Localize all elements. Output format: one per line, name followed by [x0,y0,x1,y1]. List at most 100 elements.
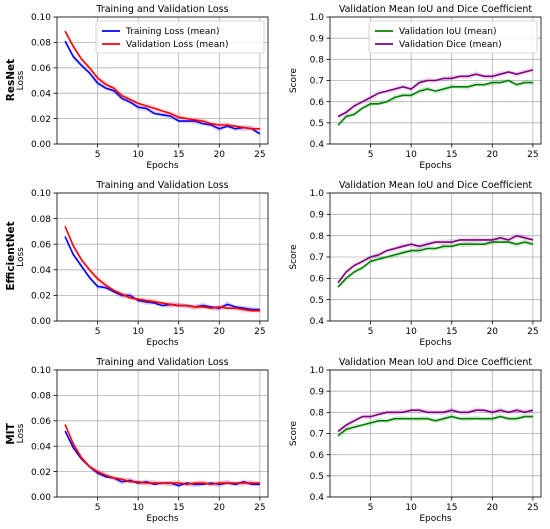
y-tick-label: 0.00 [31,493,51,503]
series-line-training-loss [64,430,260,487]
x-tick-label: 5 [368,327,374,337]
series-std-band [65,429,260,488]
chart-panel: 5 10 15 20 25 0.4 0.5 0.6 0.7 0.8 0.9 1.0 Validation… [289,180,542,348]
y-tick-label: 0.02 [31,468,51,478]
chart-title: Validation Mean IoU and Dice Coefficient [339,357,533,368]
x-tick-label: 25 [527,503,538,513]
x-tick-label: 5 [95,327,101,337]
series-std-band [65,423,260,487]
y-tick-label: 0.10 [31,13,51,23]
y-tick-label: 0.02 [31,292,51,302]
series-std-band [65,224,260,314]
axes-frame [56,16,269,145]
x-tick-label: 20 [487,150,499,160]
y-tick-label: 0.06 [31,64,51,74]
y-tick-label: 0.02 [31,115,51,125]
legend-box [368,20,538,54]
x-tick-label: 5 [95,503,101,513]
legend-entry-label: Validation Dice (mean) [399,40,502,50]
series-std-band [65,235,260,312]
chart-title: Training and Validation Loss [95,180,228,191]
axes-frame [56,369,269,498]
x-tick-label: 10 [405,327,417,337]
y-tick-label: 0.6 [310,451,325,461]
x-axis-label: Epochs [419,161,452,171]
series-line-training-loss [64,40,261,135]
x-tick-label: 5 [368,503,374,513]
y-tick-label: 0.8 [310,232,325,242]
x-tick-label: 25 [527,327,538,337]
chart-panel: 5 10 15 20 25 0.4 0.5 0.6 0.7 0.8 0.9 1.0 Validation… [289,357,542,524]
axes-frame [56,192,269,322]
row-label-resnet: ResNet [5,59,17,101]
y-tick-label: 0.6 [310,275,325,285]
y-tick-label: 0.6 [310,98,325,108]
series-std-band [338,233,533,285]
x-tick-label: 15 [173,327,184,337]
y-tick-label: 1.0 [310,189,325,199]
chart-title: Training and Validation Loss [95,357,228,368]
y-tick-label: 0.08 [31,215,51,225]
series-std-band [65,39,260,137]
x-tick-label: 25 [254,150,265,160]
series-line-validation-dice [337,409,534,433]
y-tick-label: 0.5 [310,472,324,482]
series-line-validation-iou [337,241,534,288]
y-tick-label: 0.00 [31,317,51,327]
x-tick-label: 20 [487,503,499,513]
y-axis-label: Score [289,244,299,270]
y-tick-label: 0.7 [310,253,324,263]
x-tick-label: 15 [446,327,457,337]
chart-title: Validation Mean IoU and Dice Coefficient [339,180,533,191]
y-tick-label: 0.8 [310,56,325,66]
series-std-band [338,79,533,128]
x-tick-label: 20 [214,150,226,160]
chart-title: Training and Validation Loss [95,4,228,15]
y-tick-label: 0.10 [31,189,51,199]
y-tick-label: 0.7 [310,430,324,440]
series-line-validation-dice [337,69,534,118]
x-tick-label: 5 [368,150,374,160]
y-tick-label: 0.08 [31,39,51,49]
chart-panel: 5 10 15 20 25 0.4 0.5 0.6 0.7 0.8 0.9 1.0 Validation… [289,4,542,171]
y-tick-label: 0.8 [310,409,325,419]
x-axis-label: Epochs [146,338,179,348]
legend: Validation IoU (mean) Validation Dice (me… [368,20,538,54]
legend-box [95,20,265,54]
y-axis-label: Loss [16,70,26,90]
series-line-validation-dice [337,234,534,284]
x-tick-label: 5 [95,150,101,160]
y-axis-label: Score [289,420,299,446]
x-tick-label: 10 [405,150,417,160]
y-tick-label: 1.0 [310,366,325,376]
y-tick-label: 0.7 [310,77,324,87]
axes-frame [329,369,542,498]
y-axis-label: Score [289,67,299,93]
legend: Training Loss (mean) Validation Loss (mea… [95,20,265,54]
x-tick-label: 15 [173,150,184,160]
series-line-validation-iou [337,415,533,437]
series-line-validation-loss [64,424,260,486]
y-tick-label: 0.04 [31,266,51,276]
x-tick-label: 15 [446,150,457,160]
x-tick-label: 10 [132,327,144,337]
y-tick-label: 0.04 [31,89,51,99]
y-tick-label: 0.9 [310,387,325,397]
axes-frame [329,16,542,145]
chart-title: Validation Mean IoU and Dice Coefficient [339,4,533,15]
y-tick-label: 0.9 [310,34,325,44]
series-line-validation-loss [64,30,260,130]
row-label-efficientnet: EfficientNet [5,221,17,290]
y-tick-label: 0.10 [31,366,51,376]
y-tick-label: 0.5 [310,119,324,129]
x-tick-label: 20 [214,327,226,337]
x-tick-label: 25 [527,150,538,160]
y-tick-label: 0.4 [310,140,325,150]
y-tick-label: 0.08 [31,392,51,402]
x-tick-label: 15 [173,503,184,513]
y-tick-label: 0.00 [31,140,51,150]
y-tick-label: 0.4 [310,317,325,327]
y-tick-label: 0.4 [310,493,325,503]
x-tick-label: 25 [254,503,265,513]
